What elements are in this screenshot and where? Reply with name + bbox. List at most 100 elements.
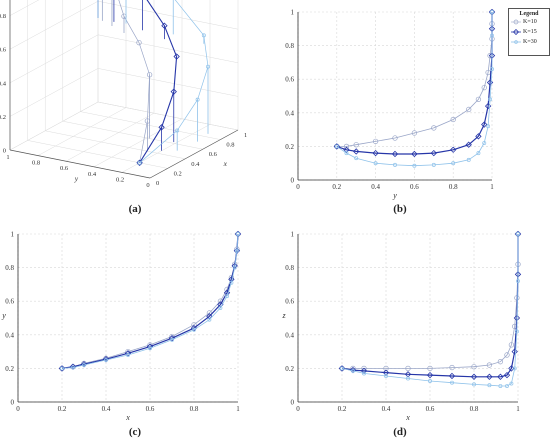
data-point bbox=[516, 279, 520, 283]
data-point bbox=[392, 135, 398, 141]
data-point bbox=[206, 64, 210, 69]
x-tick-label: 0.4 bbox=[382, 405, 391, 413]
grid-line bbox=[80, 111, 221, 140]
data-point bbox=[481, 121, 488, 128]
y-tick-label: 0.2 bbox=[5, 365, 14, 373]
data-point bbox=[427, 365, 433, 372]
data-point bbox=[411, 130, 418, 136]
z-tick-label: 0 bbox=[3, 148, 6, 155]
y-tick-label: 0.6 bbox=[60, 165, 69, 172]
data-point bbox=[497, 373, 504, 380]
x-tick-label: 0.4 bbox=[191, 161, 200, 168]
x-axis bbox=[149, 129, 239, 179]
data-point bbox=[472, 382, 476, 387]
series-line bbox=[336, 12, 493, 147]
data-point bbox=[508, 342, 515, 348]
y-tick-label: 1 bbox=[11, 231, 15, 239]
y-tick-label: 0.4 bbox=[88, 171, 97, 178]
grid-line bbox=[97, 0, 239, 30]
panel-d: 0 0.2 0.4 0.6 0.8 1 0 0.2 0.4 0.6 0.8 1 x z bbox=[280, 222, 550, 422]
data-point bbox=[161, 22, 168, 29]
x-axis-label: x bbox=[223, 159, 228, 168]
data-point bbox=[503, 371, 511, 379]
series-line bbox=[118, 0, 150, 163]
data-point bbox=[372, 149, 379, 157]
data-point bbox=[343, 143, 350, 150]
data-point bbox=[475, 96, 482, 103]
data-point bbox=[512, 366, 517, 371]
data-point bbox=[405, 365, 411, 372]
data-point bbox=[71, 365, 75, 370]
data-point bbox=[505, 384, 509, 388]
legend-title: Legend bbox=[519, 11, 539, 17]
data-point bbox=[511, 348, 518, 355]
data-point bbox=[412, 163, 417, 168]
data-point bbox=[229, 280, 234, 285]
data-point bbox=[498, 384, 503, 388]
data-point bbox=[192, 327, 196, 332]
y-tick-label: 0.2 bbox=[285, 143, 294, 151]
data-point bbox=[430, 149, 437, 157]
data-point bbox=[487, 383, 492, 388]
data-point bbox=[384, 374, 388, 378]
data-point bbox=[353, 148, 360, 155]
y-tick-label: 0.8 bbox=[285, 264, 294, 272]
x-tick-label: 0.6 bbox=[410, 183, 419, 191]
data-point bbox=[466, 106, 472, 113]
data-point bbox=[206, 310, 213, 316]
y-tick-label: 0.8 bbox=[285, 42, 294, 50]
legend-item: K=15 bbox=[509, 27, 549, 37]
y-tick-label: 0.2 bbox=[116, 176, 124, 183]
y-tick-label: 0.8 bbox=[32, 160, 40, 167]
y-tick-label: 0 bbox=[146, 182, 149, 189]
data-point bbox=[146, 343, 154, 350]
grid-line bbox=[9, 0, 40, 16]
grid-line bbox=[27, 140, 168, 169]
data-point bbox=[168, 334, 176, 342]
data-point bbox=[206, 313, 213, 320]
data-point bbox=[343, 146, 350, 153]
data-point bbox=[449, 364, 455, 371]
y-tick-label: 0.8 bbox=[5, 264, 14, 272]
grid-line bbox=[93, 118, 183, 168]
series-line bbox=[341, 234, 519, 378]
x-tick-label: 0.2 bbox=[332, 183, 341, 191]
x-tick-label: 0.2 bbox=[338, 405, 347, 413]
x-tick-label: 1 bbox=[490, 183, 494, 191]
data-point bbox=[201, 33, 206, 38]
x-tick-label: 0.8 bbox=[226, 142, 234, 149]
y-axis-label: z bbox=[281, 311, 286, 320]
y-tick-label: 0.4 bbox=[285, 331, 294, 339]
x-tick-label: 0.4 bbox=[102, 405, 111, 413]
y-tick-label: 1 bbox=[291, 231, 295, 239]
y-tick-label: 1 bbox=[6, 154, 9, 161]
data-point bbox=[124, 350, 132, 357]
legend-label: K=30 bbox=[523, 39, 537, 45]
x-tick-label: 0 bbox=[16, 405, 20, 413]
data-point bbox=[170, 88, 177, 95]
data-point bbox=[190, 324, 198, 332]
data-point bbox=[450, 116, 456, 123]
data-point bbox=[481, 84, 487, 91]
data-point bbox=[428, 379, 432, 383]
data-point bbox=[431, 162, 436, 167]
grid-line bbox=[97, 101, 239, 131]
series-line bbox=[341, 234, 519, 387]
legend-item: K=10 bbox=[509, 17, 549, 27]
x-axis-label: x bbox=[125, 413, 130, 422]
data-point bbox=[173, 53, 180, 60]
data-point bbox=[340, 366, 344, 371]
data-point bbox=[225, 294, 229, 299]
legend-marker-k15 bbox=[511, 29, 521, 35]
legend-marker-k30 bbox=[511, 40, 521, 44]
x-tick-label: 0 bbox=[296, 405, 300, 413]
data-point bbox=[136, 39, 142, 46]
grid-line bbox=[121, 124, 211, 173]
legend: Legend K=10 K=15 K=30 bbox=[508, 8, 550, 56]
series-line bbox=[139, 0, 209, 164]
x-tick-label: 0.2 bbox=[174, 170, 182, 177]
data-point bbox=[470, 373, 478, 380]
y-axis-label: y bbox=[1, 311, 6, 320]
data-point bbox=[411, 150, 418, 158]
data-point bbox=[104, 358, 108, 362]
